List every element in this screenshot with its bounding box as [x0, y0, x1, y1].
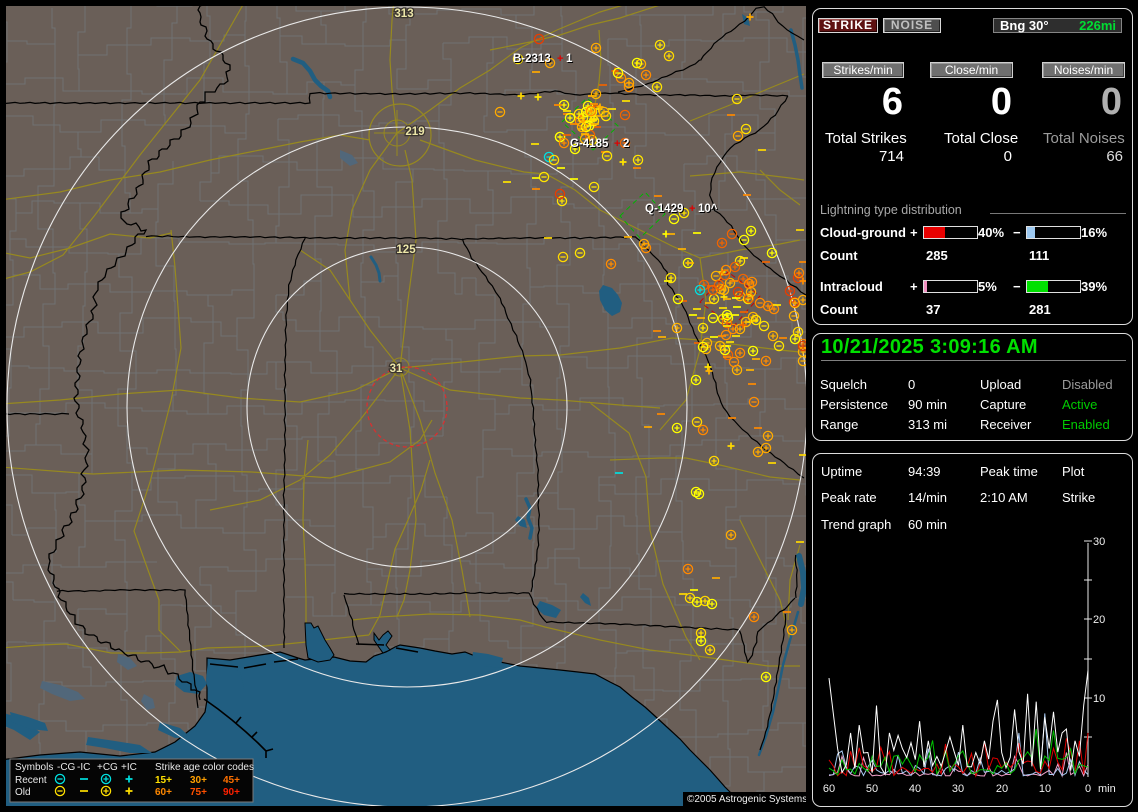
svg-text:©2005 Astrogenic Systems: ©2005 Astrogenic Systems: [687, 794, 806, 805]
svg-text:31: 31: [390, 363, 403, 375]
svg-text:15+: 15+: [155, 775, 172, 786]
svg-text:G-4185: G-4185: [571, 139, 610, 151]
svg-text:+CG: +CG: [97, 762, 118, 773]
svg-text:219: 219: [405, 126, 424, 138]
svg-text:Symbols: Symbols: [15, 762, 53, 773]
svg-text:+: +: [557, 53, 563, 65]
svg-text:Strike age color codes: Strike age color codes: [155, 762, 254, 773]
svg-text:Q-1429: Q-1429: [645, 203, 683, 215]
svg-text:10^: 10^: [698, 203, 718, 215]
svg-text:313: 313: [394, 8, 413, 20]
svg-text:75+: 75+: [190, 787, 207, 798]
svg-text:90+: 90+: [223, 787, 240, 798]
svg-text:1: 1: [566, 53, 573, 65]
svg-text:219: 219: [405, 126, 424, 138]
svg-text:-IC: -IC: [77, 762, 90, 773]
svg-text:+IC: +IC: [121, 762, 137, 773]
svg-text:60+: 60+: [155, 787, 172, 798]
svg-text:B-2313: B-2313: [514, 54, 552, 66]
svg-text:125: 125: [396, 244, 416, 256]
svg-text:31: 31: [390, 363, 403, 375]
svg-text:10^: 10^: [699, 204, 719, 216]
svg-text:2: 2: [624, 139, 630, 151]
svg-text:+: +: [689, 203, 695, 215]
svg-text:2: 2: [623, 138, 629, 150]
svg-text:30+: 30+: [190, 775, 207, 786]
svg-text:B-2313: B-2313: [513, 53, 551, 65]
svg-text:Old: Old: [15, 787, 31, 798]
svg-text:Q-1429: Q-1429: [646, 204, 684, 216]
svg-text:313: 313: [394, 8, 413, 20]
svg-text:1: 1: [567, 54, 574, 66]
svg-text:Recent: Recent: [15, 775, 47, 786]
svg-text:125: 125: [396, 244, 416, 256]
svg-text:45+: 45+: [223, 775, 240, 786]
svg-text:G-4185: G-4185: [570, 138, 609, 150]
svg-text:-CG: -CG: [57, 762, 76, 773]
svg-text:+: +: [614, 138, 620, 150]
